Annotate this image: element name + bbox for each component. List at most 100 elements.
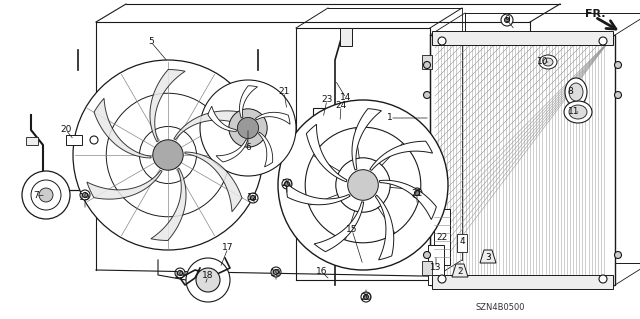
Circle shape (271, 267, 281, 277)
Circle shape (80, 190, 90, 200)
Circle shape (177, 271, 182, 276)
Polygon shape (430, 35, 615, 285)
Text: 13: 13 (430, 263, 442, 272)
Circle shape (424, 62, 431, 69)
Bar (340, 28, 352, 46)
Text: 20: 20 (360, 293, 372, 301)
Circle shape (614, 251, 621, 258)
Circle shape (31, 180, 61, 210)
Ellipse shape (565, 78, 587, 106)
Bar (428, 245, 444, 285)
Text: 20: 20 (282, 180, 292, 189)
Circle shape (90, 136, 98, 144)
Polygon shape (376, 195, 394, 260)
Text: FR.: FR. (585, 9, 605, 19)
Ellipse shape (543, 58, 553, 66)
Circle shape (336, 158, 390, 212)
Circle shape (501, 14, 513, 26)
Text: 19: 19 (174, 271, 186, 279)
Polygon shape (185, 152, 242, 212)
Text: 10: 10 (537, 57, 548, 66)
Circle shape (361, 292, 371, 302)
Circle shape (282, 179, 292, 189)
Circle shape (614, 62, 621, 69)
Bar (422, 55, 432, 69)
Polygon shape (352, 109, 381, 170)
Bar (26, 137, 38, 145)
Text: 5: 5 (148, 38, 154, 47)
Text: 6: 6 (245, 144, 251, 152)
Circle shape (415, 190, 419, 196)
Circle shape (502, 15, 512, 25)
Circle shape (305, 127, 421, 243)
Polygon shape (314, 202, 364, 252)
Circle shape (39, 188, 53, 202)
Polygon shape (380, 180, 436, 219)
Bar (334, 114, 350, 126)
Text: 17: 17 (222, 243, 234, 253)
Text: 11: 11 (568, 108, 580, 116)
Polygon shape (208, 106, 236, 131)
Text: 3: 3 (485, 254, 491, 263)
Text: 14: 14 (340, 93, 352, 102)
Bar (457, 234, 467, 252)
Text: 21: 21 (278, 87, 290, 97)
Text: 8: 8 (567, 87, 573, 97)
Circle shape (412, 188, 422, 198)
Circle shape (424, 92, 431, 99)
Text: 1: 1 (387, 114, 393, 122)
Text: 12: 12 (247, 194, 259, 203)
Polygon shape (216, 140, 248, 162)
Circle shape (599, 37, 607, 45)
Text: 24: 24 (335, 101, 347, 110)
Text: 18: 18 (202, 271, 214, 280)
Circle shape (248, 193, 258, 203)
Polygon shape (94, 98, 151, 158)
Circle shape (348, 170, 378, 200)
Text: 16: 16 (316, 268, 328, 277)
Text: SZN4B0500: SZN4B0500 (476, 302, 525, 311)
Text: 21: 21 (412, 189, 422, 197)
Polygon shape (87, 170, 162, 199)
Polygon shape (370, 141, 433, 170)
Circle shape (438, 275, 446, 283)
Circle shape (200, 80, 296, 176)
Polygon shape (151, 168, 186, 241)
Ellipse shape (569, 105, 587, 119)
Polygon shape (307, 124, 347, 182)
Circle shape (153, 140, 183, 170)
Polygon shape (452, 264, 468, 277)
Text: 4: 4 (459, 238, 465, 247)
Ellipse shape (564, 101, 592, 123)
Bar (432, 275, 613, 289)
Circle shape (364, 294, 369, 300)
Circle shape (140, 127, 196, 183)
Text: 19: 19 (79, 194, 91, 203)
Circle shape (175, 268, 185, 278)
Text: 2: 2 (457, 268, 463, 277)
Polygon shape (239, 86, 257, 118)
Circle shape (22, 171, 70, 219)
Polygon shape (259, 132, 273, 167)
Text: 7: 7 (33, 191, 39, 201)
Bar (66, 135, 82, 145)
Text: 22: 22 (436, 233, 447, 241)
Bar (422, 261, 432, 275)
Ellipse shape (539, 55, 557, 69)
Circle shape (278, 100, 448, 270)
Bar (313, 108, 331, 122)
Polygon shape (287, 183, 350, 205)
Circle shape (424, 251, 431, 258)
Text: 9: 9 (504, 16, 510, 25)
Circle shape (285, 182, 289, 187)
Circle shape (273, 270, 278, 275)
Polygon shape (255, 112, 290, 124)
Circle shape (504, 18, 509, 23)
Circle shape (599, 275, 607, 283)
Circle shape (438, 37, 446, 45)
Circle shape (73, 60, 263, 250)
Text: 19: 19 (270, 270, 282, 278)
Circle shape (106, 93, 230, 217)
Circle shape (83, 192, 88, 197)
Circle shape (186, 258, 230, 302)
